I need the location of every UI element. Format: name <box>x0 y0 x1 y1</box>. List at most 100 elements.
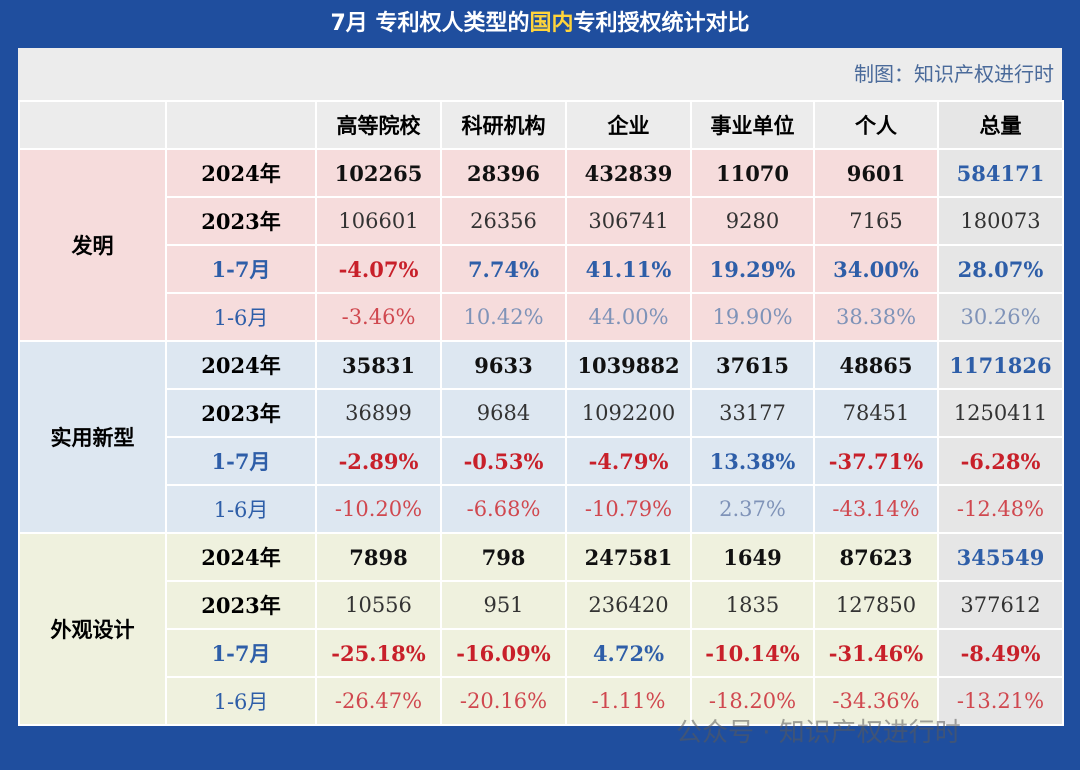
value-cell: 38.38% <box>813 292 939 342</box>
row-label: 2023年 <box>165 580 317 630</box>
value-cell: 28.07% <box>937 244 1064 294</box>
row-label: 1-6月 <box>165 484 317 534</box>
value-cell: 41.11% <box>565 244 692 294</box>
value-cell: -1.11% <box>565 676 692 726</box>
value-cell: 7898 <box>315 532 442 582</box>
value-cell: -6.68% <box>440 484 567 534</box>
value-cell: 2.37% <box>690 484 815 534</box>
value-cell: -0.53% <box>440 436 567 486</box>
corner-cell <box>18 100 167 150</box>
value-cell: 30.26% <box>937 292 1064 342</box>
value-cell: -43.14% <box>813 484 939 534</box>
value-cell: 44.00% <box>565 292 692 342</box>
value-cell: 13.38% <box>690 436 815 486</box>
value-cell: 34.00% <box>813 244 939 294</box>
value-cell: -3.46% <box>315 292 442 342</box>
corner-cell <box>165 100 317 150</box>
value-cell: 1649 <box>690 532 815 582</box>
row-label: 2024年 <box>165 148 317 198</box>
data-row: 1-6月 -26.47% -20.16% -1.11% -18.20% -34.36% -1… <box>19 676 1064 726</box>
row-label: 1-7月 <box>165 436 317 486</box>
row-label: 2024年 <box>165 532 317 582</box>
value-cell: 102265 <box>315 148 442 198</box>
value-cell: 33177 <box>690 388 815 438</box>
value-cell: -12.48% <box>937 484 1064 534</box>
value-cell: 4.72% <box>565 628 692 678</box>
title-part: 7月 专利权人类型的 <box>330 11 530 36</box>
value-cell: 798 <box>440 532 567 582</box>
value-cell: -10.14% <box>690 628 815 678</box>
header-cell: 高等院校 <box>315 100 442 150</box>
group-label: 发明 <box>18 148 167 342</box>
data-row: 发明 2024年 102265 28396 432839 11070 9601 584171 <box>18 148 1064 342</box>
value-cell: 11070 <box>690 148 815 198</box>
data-row: 外观设计 2024年 7898 798 247581 1649 87623 345549 <box>18 532 1064 726</box>
value-cell: -31.46% <box>813 628 939 678</box>
watermark: 公众号 · 知识产权进行时 <box>676 718 961 748</box>
value-cell: 48865 <box>813 340 939 390</box>
header-cell: 个人 <box>813 100 939 150</box>
value-cell: -25.18% <box>315 628 442 678</box>
data-row: 1-7月 -2.89% -0.53% -4.79% 13.38% -37.71% -6.28… <box>19 436 1064 486</box>
value-cell: 37615 <box>690 340 815 390</box>
value-cell: 78451 <box>813 388 939 438</box>
header-cell: 科研机构 <box>440 100 567 150</box>
header-cell: 总量 <box>937 100 1064 150</box>
value-cell: 7165 <box>813 196 939 246</box>
value-cell: 87623 <box>813 532 939 582</box>
value-cell: -4.07% <box>315 244 442 294</box>
value-cell: -37.71% <box>813 436 939 486</box>
row-label: 1-7月 <box>165 628 317 678</box>
group-label: 实用新型 <box>18 340 167 534</box>
value-cell: -6.28% <box>937 436 1064 486</box>
value-cell: 10.42% <box>440 292 567 342</box>
row-label: 1-7月 <box>165 244 317 294</box>
data-row: 1-6月 -10.20% -6.68% -10.79% 2.37% -43.14% -12.… <box>19 484 1064 534</box>
value-cell: 19.29% <box>690 244 815 294</box>
data-row: 1-7月 -25.18% -16.09% 4.72% -10.14% -31.46% -8.… <box>19 628 1064 678</box>
value-cell: -2.89% <box>315 436 442 486</box>
header-row: 高等院校 科研机构 企业 事业单位 个人 总量 <box>18 100 1064 150</box>
value-cell: 236420 <box>565 580 692 630</box>
row-label: 1-6月 <box>165 676 317 726</box>
data-row: 2023年 10556 951 236420 1835 127850 377612 <box>19 580 1064 630</box>
row-label: 2023年 <box>165 388 317 438</box>
value-cell: 9633 <box>440 340 567 390</box>
value-cell: 180073 <box>937 196 1064 246</box>
value-cell: 1171826 <box>937 340 1064 390</box>
value-cell: 9684 <box>440 388 567 438</box>
value-cell: 951 <box>440 580 567 630</box>
group-label: 外观设计 <box>18 532 167 726</box>
data-row: 2023年 106601 26356 306741 9280 7165 180073 <box>19 196 1064 246</box>
value-cell: 9280 <box>690 196 815 246</box>
value-cell: -10.79% <box>565 484 692 534</box>
value-cell: 1039882 <box>565 340 692 390</box>
value-cell: -4.79% <box>565 436 692 486</box>
value-cell: 10556 <box>315 580 442 630</box>
value-cell: -20.16% <box>440 676 567 726</box>
value-cell: -10.20% <box>315 484 442 534</box>
data-row: 2023年 36899 9684 1092200 33177 78451 1250411 <box>19 388 1064 438</box>
value-cell: 26356 <box>440 196 567 246</box>
value-cell: 306741 <box>565 196 692 246</box>
title-part: 专利授权统计对比 <box>573 11 750 36</box>
value-cell: 1092200 <box>565 388 692 438</box>
row-label: 1-6月 <box>165 292 317 342</box>
value-cell: 584171 <box>937 148 1064 198</box>
stats-table: 高等院校 科研机构 企业 事业单位 个人 总量 发明 2024年 102265 28396 4328… <box>18 100 1064 726</box>
value-cell: 28396 <box>440 148 567 198</box>
value-cell: -8.49% <box>937 628 1064 678</box>
value-cell: -26.47% <box>315 676 442 726</box>
title-highlight: 国内 <box>529 11 574 36</box>
value-cell: 1250411 <box>937 388 1064 438</box>
value-cell: 127850 <box>813 580 939 630</box>
value-cell: -13.21% <box>937 676 1064 726</box>
header-cell: 企业 <box>565 100 692 150</box>
data-row: 实用新型 2024年 35831 9633 1039882 37615 48865 11718… <box>18 340 1064 534</box>
data-row: 1-7月 -4.07% 7.74% 41.11% 19.29% 34.00% 28.07% <box>19 244 1064 294</box>
credit: 制图：知识产权进行时 <box>18 48 1062 100</box>
value-cell: 35831 <box>315 340 442 390</box>
value-cell: -34.36% <box>813 676 939 726</box>
value-cell: -16.09% <box>440 628 567 678</box>
